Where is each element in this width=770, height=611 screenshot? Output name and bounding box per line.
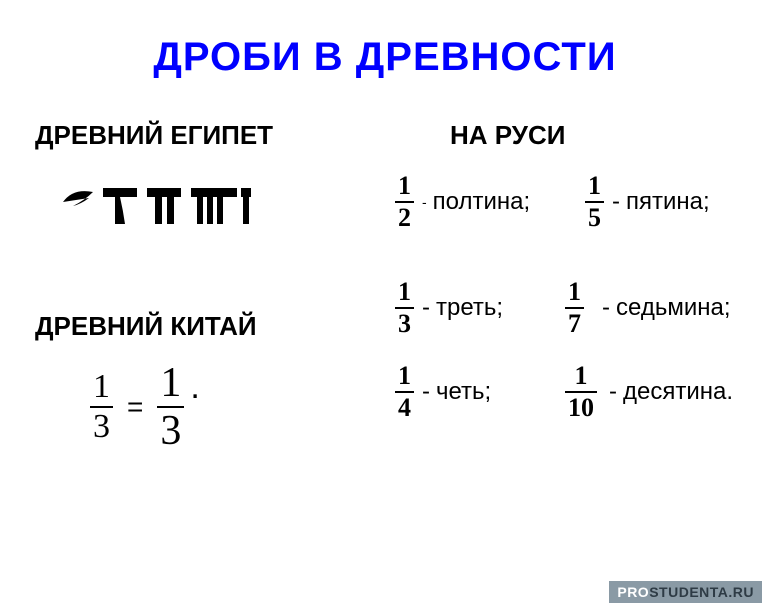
egypt-heading: ДРЕВНИЙ ЕГИПЕТ	[35, 120, 385, 151]
watermark: PROSTUDENTA.RU	[609, 581, 762, 603]
fraction: 1 10	[565, 363, 597, 421]
fraction-label: полтина;	[433, 188, 531, 216]
dash: -	[602, 294, 610, 322]
rus-heading: НА РУСИ	[450, 120, 770, 151]
fraction-den: 2	[395, 201, 414, 231]
china-frac-right: 1 3	[157, 362, 184, 452]
dash: -	[612, 188, 620, 216]
fraction-den: 5	[585, 201, 604, 231]
china-eq-dot: .	[190, 368, 199, 407]
right-column: НА РУСИ 1 2 - полтина; 1 5 - пятина;	[385, 120, 770, 452]
fraction-label: седьмина;	[616, 294, 731, 322]
fraction-den: 7	[565, 307, 584, 337]
page-title: ДРОБИ В ДРЕВНОСТИ	[0, 35, 770, 80]
equals-sign: =	[127, 391, 143, 423]
fraction: 1 5	[585, 173, 604, 231]
left-column: ДРЕВНИЙ ЕГИПЕТ Д	[0, 120, 385, 452]
china-frac-right-den: 3	[157, 406, 184, 452]
fraction-label: треть;	[436, 294, 503, 322]
fraction-num: 1	[395, 279, 414, 307]
rus-row: 1 4 - четь; 1 10 - десятина.	[395, 363, 770, 421]
fraction: 1 2	[395, 173, 414, 231]
china-equation: 1 3 = 1 3 .	[90, 362, 385, 452]
china-frac-left-den: 3	[90, 406, 113, 444]
fraction-num: 1	[395, 363, 414, 391]
fraction-label: четь;	[436, 378, 491, 406]
fraction: 1 3	[395, 279, 414, 337]
fraction-den: 10	[565, 391, 597, 421]
fraction-num: 1	[585, 173, 604, 201]
rus-row: 1 3 - треть; 1 7 - седьмина;	[395, 279, 770, 337]
china-frac-left: 1 3	[90, 370, 113, 444]
fraction-den: 4	[395, 391, 414, 421]
china-frac-right-num: 1	[157, 362, 184, 406]
dash: -	[609, 378, 617, 406]
fraction: 1 4	[395, 363, 414, 421]
fraction-label: десятина.	[623, 378, 733, 406]
egypt-symbols	[55, 176, 385, 236]
fraction-num: 1	[572, 363, 591, 391]
fraction: 1 7	[565, 279, 584, 337]
fraction-label: пятина;	[626, 188, 710, 216]
fraction-den: 3	[395, 307, 414, 337]
watermark-rest: STUDENTA.RU	[649, 584, 754, 600]
fraction-num: 1	[565, 279, 584, 307]
dash: -	[422, 378, 430, 406]
china-heading: ДРЕВНИЙ КИТАЙ	[35, 311, 385, 342]
content-area: ДРЕВНИЙ ЕГИПЕТ Д	[0, 120, 770, 452]
dash: -	[422, 294, 430, 322]
dash: -	[422, 194, 427, 210]
china-frac-left-num: 1	[90, 370, 113, 406]
rus-row: 1 2 - полтина; 1 5 - пятина;	[395, 173, 770, 231]
watermark-pro: PRO	[617, 584, 649, 600]
fraction-num: 1	[395, 173, 414, 201]
